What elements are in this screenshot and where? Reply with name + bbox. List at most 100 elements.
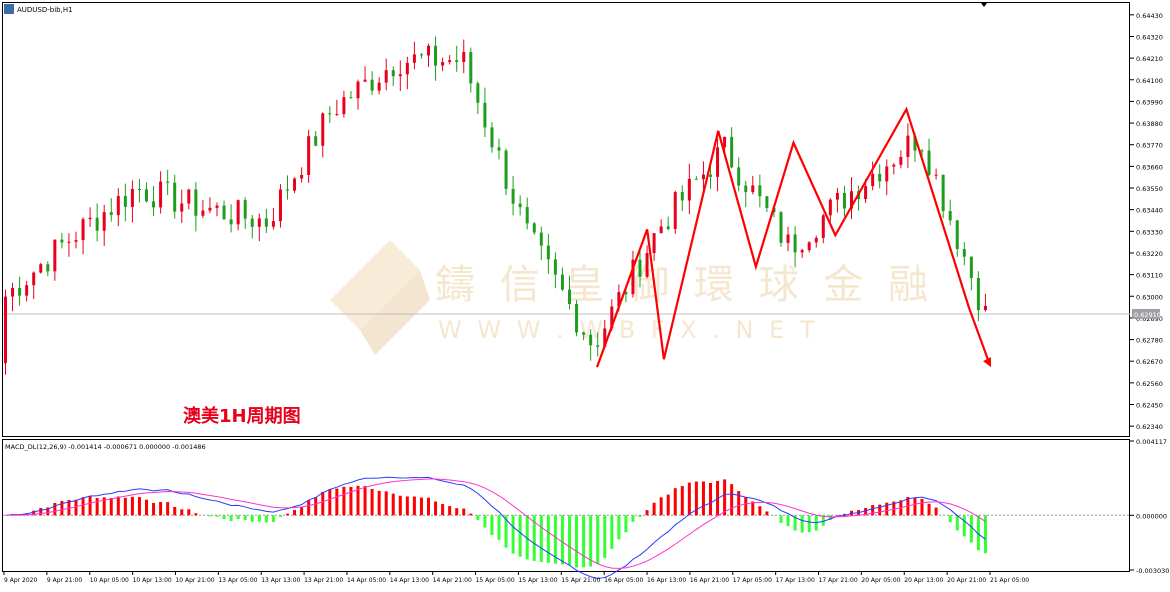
macd-hist-bar bbox=[801, 515, 804, 532]
time-tick-label: 20 Apr 13:00 bbox=[904, 577, 943, 584]
price-tick-label: 0.63550 bbox=[1136, 185, 1163, 193]
candle-body bbox=[272, 221, 275, 227]
candle-body bbox=[758, 185, 761, 196]
candle-body bbox=[279, 189, 282, 221]
macd-hist-bar bbox=[286, 514, 289, 516]
macd-hist-bar bbox=[208, 515, 211, 516]
candle-body bbox=[653, 233, 656, 253]
macd-hist-bar bbox=[956, 515, 959, 530]
chart-caption: 澳美1H周期图 bbox=[183, 405, 301, 427]
candle-body bbox=[399, 74, 402, 76]
macd-hist-bar bbox=[603, 515, 606, 558]
candle-body bbox=[131, 189, 134, 207]
candle-body bbox=[328, 113, 331, 114]
candle-body bbox=[180, 204, 183, 212]
macd-hist-bar bbox=[646, 510, 649, 515]
price-tick-label: 0.62670 bbox=[1136, 358, 1163, 366]
candle-body bbox=[39, 264, 42, 272]
time-tick-label: 14 Apr 21:00 bbox=[433, 577, 472, 584]
candle-body bbox=[469, 52, 472, 83]
macd-hist-bar bbox=[730, 484, 733, 515]
candle-body bbox=[342, 97, 345, 114]
candle-body bbox=[794, 235, 797, 253]
candle-body bbox=[533, 223, 536, 232]
macd-hist-bar bbox=[780, 515, 783, 523]
candle-body bbox=[117, 196, 120, 215]
candle-body bbox=[145, 189, 148, 201]
candle-body bbox=[519, 204, 522, 207]
candle-body bbox=[984, 306, 987, 310]
macd-hist-bar bbox=[688, 483, 691, 516]
time-tick-label: 10 Apr 13:00 bbox=[133, 577, 172, 584]
candle-body bbox=[589, 335, 592, 346]
macd-hist-bar bbox=[490, 515, 493, 535]
candle-body bbox=[223, 206, 226, 220]
macd-hist-bar bbox=[258, 515, 261, 521]
macd-hist-bar bbox=[138, 497, 141, 515]
time-tick-label: 17 Apr 05:00 bbox=[733, 577, 772, 584]
price-tick-label: 0.63220 bbox=[1136, 250, 1163, 258]
macd-hist-bar bbox=[342, 487, 345, 516]
candle-body bbox=[878, 174, 881, 182]
candle-body bbox=[314, 136, 317, 146]
time-tick-label: 10 Apr 21:00 bbox=[175, 577, 214, 584]
macd-hist-bar bbox=[89, 496, 92, 515]
macd-hist-bar bbox=[765, 511, 768, 515]
price-axis: 0.644300.643200.642100.641000.639900.638… bbox=[1130, 12, 1163, 431]
candle-body bbox=[956, 220, 959, 249]
macd-hist-bar bbox=[723, 479, 726, 515]
candle-body bbox=[208, 208, 211, 211]
candle-body bbox=[476, 83, 479, 102]
macd-hist-bar bbox=[949, 515, 952, 522]
macd-hist-bar bbox=[561, 515, 564, 564]
candle-body bbox=[244, 200, 247, 218]
macd-hist-bar bbox=[265, 515, 268, 522]
price-tick-label: 0.63440 bbox=[1136, 207, 1163, 215]
candle-body bbox=[899, 157, 902, 165]
macd-hist-bar bbox=[300, 507, 303, 515]
time-tick-label: 20 Apr 05:00 bbox=[861, 577, 900, 584]
candle-body bbox=[364, 80, 367, 82]
candle-body bbox=[293, 179, 296, 191]
macd-hist-bar bbox=[519, 515, 522, 556]
macd-tick-label: 0.000000 bbox=[1136, 512, 1167, 520]
time-tick-label: 16 Apr 13:00 bbox=[647, 577, 686, 584]
macd-hist-bar bbox=[462, 509, 465, 516]
price-tick-label: 0.63880 bbox=[1136, 120, 1163, 128]
macd-hist-bar bbox=[251, 515, 254, 521]
candle-body bbox=[138, 189, 141, 190]
macd-hist-bar bbox=[335, 489, 338, 516]
price-tick-label: 0.62780 bbox=[1136, 337, 1163, 345]
candle-body bbox=[723, 137, 726, 147]
candle-body bbox=[829, 200, 832, 216]
macd-hist-bar bbox=[667, 495, 670, 516]
candle-body bbox=[230, 219, 233, 224]
time-tick-label: 15 Apr 13:00 bbox=[518, 577, 557, 584]
price-tick-label: 0.63990 bbox=[1136, 98, 1163, 106]
symbol-label: AUDUSD-bib,H1 bbox=[17, 6, 73, 14]
candle-body bbox=[942, 175, 945, 211]
macd-hist-bar bbox=[53, 503, 56, 515]
macd-hist-bar bbox=[568, 515, 571, 565]
candle-body bbox=[53, 240, 56, 272]
macd-hist-bar bbox=[124, 498, 127, 516]
candle-body bbox=[568, 290, 571, 304]
candle-body bbox=[201, 211, 204, 216]
price-tick-label: 0.64430 bbox=[1136, 12, 1163, 20]
candle-body bbox=[815, 238, 818, 242]
macd-hist-bar bbox=[970, 515, 973, 542]
candle-body bbox=[4, 297, 7, 364]
candle-body bbox=[60, 240, 63, 243]
macd-hist-bar bbox=[75, 500, 78, 516]
candle-body bbox=[716, 147, 719, 177]
candle-body bbox=[385, 70, 388, 82]
macd-hist-bar bbox=[709, 483, 712, 515]
candle-body bbox=[780, 212, 783, 243]
candle-body bbox=[462, 52, 465, 62]
macd-hist-bar bbox=[159, 502, 162, 515]
candle-body bbox=[526, 207, 529, 223]
candle-body bbox=[871, 174, 874, 186]
macd-hist-bar bbox=[385, 491, 388, 515]
